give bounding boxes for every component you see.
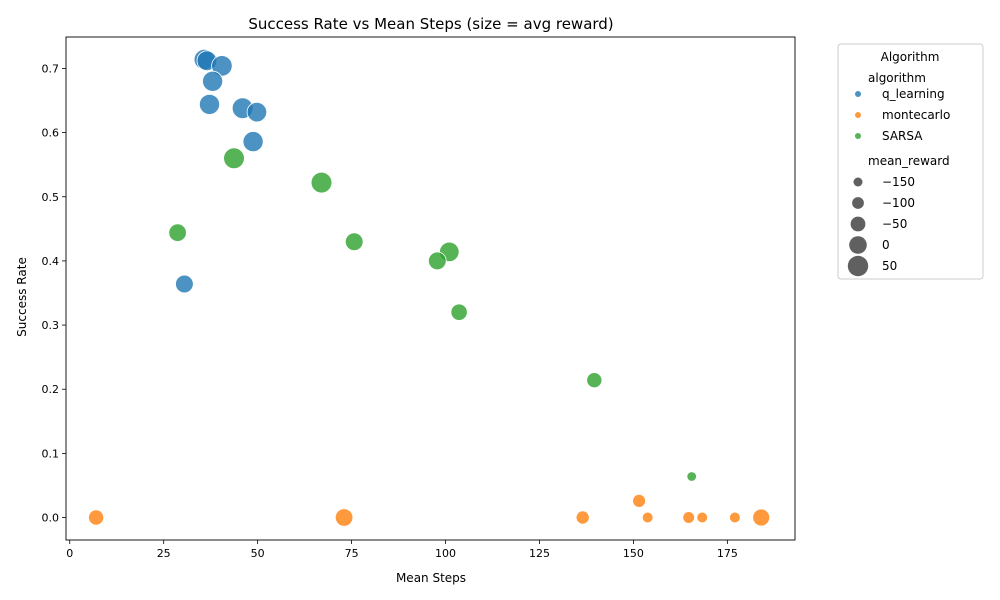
legend-size-label: −100	[882, 196, 915, 210]
legend-hue-entries: q_learning montecarlo SARSA	[855, 87, 950, 143]
y-tick-label: 0.3	[42, 319, 60, 332]
data-point-montecarlo	[682, 511, 695, 524]
data-point-montecarlo	[334, 508, 354, 527]
y-tick-label: 0.5	[42, 191, 60, 204]
legend-marker-montecarlo	[855, 112, 861, 118]
data-point-montecarlo	[88, 509, 105, 526]
y-tick-label: 0.1	[42, 447, 60, 460]
y-tick-label: 0.4	[42, 255, 60, 268]
y-axis-label: Success Rate	[15, 257, 29, 337]
legend-size-label: 0	[882, 238, 890, 252]
data-point-SARSA	[223, 147, 245, 170]
x-tick-label: 125	[529, 547, 550, 560]
data-point-montecarlo	[641, 511, 654, 524]
data-point-q_learning	[242, 131, 264, 153]
data-point-montecarlo	[575, 510, 590, 525]
data-point-SARSA	[427, 251, 447, 271]
y-tick-label: 0.2	[42, 383, 60, 396]
x-axis-ticks: 0 25 50 75 100 125 150 175	[66, 540, 738, 560]
legend-size-marker	[847, 255, 869, 277]
legend-label-q_learning: q_learning	[882, 87, 945, 101]
x-axis-label: Mean Steps	[396, 571, 466, 585]
data-point-q_learning	[198, 93, 220, 115]
data-point-montecarlo	[632, 493, 646, 508]
legend-size-marker	[850, 216, 866, 232]
legend-marker-SARSA	[855, 133, 861, 139]
data-point-q_learning	[175, 274, 194, 294]
legend-size-marker	[852, 197, 864, 209]
y-tick-label: 0.7	[42, 62, 60, 75]
data-point-q_learning	[211, 55, 233, 77]
legend-size-header: mean_reward	[868, 154, 950, 168]
legend-size-label: 50	[882, 259, 897, 273]
y-tick-label: 0.0	[42, 512, 60, 525]
x-tick-label: 175	[717, 547, 738, 560]
legend-size-label: −150	[882, 175, 915, 189]
x-tick-label: 75	[345, 547, 359, 560]
legend-label-montecarlo: montecarlo	[882, 108, 950, 122]
chart-title: Success Rate vs Mean Steps (size = avg r…	[248, 15, 613, 33]
data-point-q_learning	[202, 70, 224, 92]
data-point-SARSA	[310, 171, 333, 194]
data-point-SARSA	[168, 223, 187, 242]
plot-area	[65, 36, 796, 541]
data-point-montecarlo	[752, 508, 771, 527]
x-tick-label: 50	[251, 547, 265, 560]
x-tick-label: 100	[435, 547, 456, 560]
y-tick-label: 0.6	[42, 127, 60, 140]
data-point-SARSA	[586, 372, 603, 389]
legend-marker-q_learning	[855, 91, 861, 97]
x-tick-label: 25	[157, 547, 171, 560]
legend-size-marker	[853, 177, 863, 187]
data-point-SARSA	[344, 232, 364, 252]
y-axis-ticks: 0.0 0.1 0.2 0.3 0.4 0.5 0.6 0.7	[42, 62, 66, 525]
legend-size-label: −50	[882, 217, 907, 231]
data-point-SARSA	[686, 471, 697, 482]
data-point-SARSA	[450, 303, 468, 321]
data-point-montecarlo	[729, 511, 741, 524]
x-tick-label: 0	[66, 547, 73, 560]
data-points	[88, 48, 771, 527]
plot-frame	[65, 36, 796, 541]
legend-title: Algorithm	[881, 50, 940, 64]
x-tick-label: 150	[623, 547, 644, 560]
legend-label-SARSA: SARSA	[882, 129, 923, 143]
legend: Algorithm algorithm q_learning montecarlo…	[837, 43, 984, 280]
legend-size-marker	[849, 236, 867, 254]
data-point-q_learning	[246, 101, 268, 123]
legend-frame	[837, 43, 984, 280]
legend-size-entries: −150 −100 −50 0 50	[847, 175, 915, 277]
legend-hue-header: algorithm	[868, 71, 926, 85]
data-point-montecarlo	[696, 511, 708, 524]
